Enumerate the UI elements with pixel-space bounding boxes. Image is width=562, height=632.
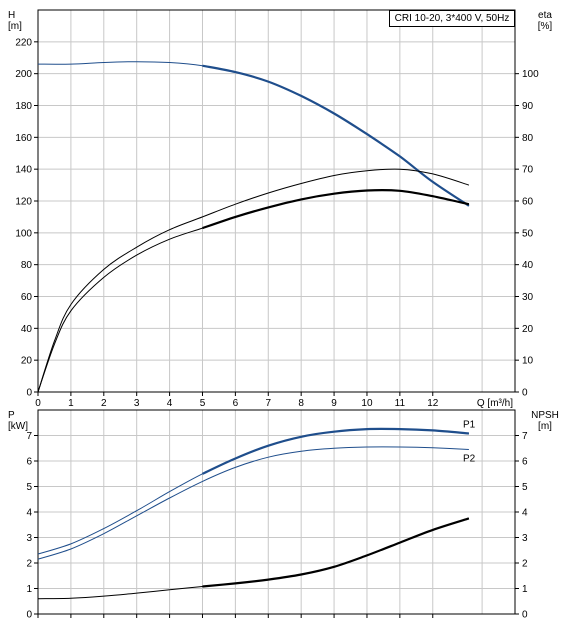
series-label-p2: P2 — [463, 454, 476, 465]
y-tick-label: 80 — [21, 260, 33, 271]
x-tick-label: 8 — [298, 398, 304, 409]
y-tick-label: 160 — [15, 133, 32, 144]
y-tick-label: 0 — [26, 610, 32, 621]
y-tick-label: 1 — [26, 584, 32, 595]
series-line-1-1 — [37, 446, 469, 560]
y-tick-label: 140 — [15, 165, 32, 176]
y-tick-label: 2 — [26, 559, 32, 570]
series-line-0-2-operating — [202, 189, 470, 230]
series-label-p1: P1 — [463, 419, 476, 430]
y-right-tick-label: 100 — [522, 69, 539, 80]
y-axis-label: P — [8, 410, 15, 421]
y-right-tick-label: 80 — [522, 133, 534, 144]
y-right-tick-label: 1 — [522, 584, 528, 595]
x-tick-label: 1 — [68, 398, 74, 409]
y-right-axis-label: [%] — [538, 21, 553, 32]
series-line-1-0-operating — [202, 427, 469, 475]
x-tick-label: 6 — [233, 398, 239, 409]
y-right-axis-label: eta — [538, 10, 552, 21]
x-tick-label: 0 — [35, 398, 41, 409]
chart-title: CRI 10-20, 3*400 V, 50Hz — [389, 10, 515, 27]
x-tick-label: 2 — [101, 398, 107, 409]
series-line-0-0 — [37, 61, 470, 207]
x-tick-label: 3 — [134, 398, 140, 409]
y-right-tick-label: 60 — [522, 197, 534, 208]
x-tick-label: 10 — [361, 398, 373, 409]
y-right-tick-label: 4 — [522, 508, 528, 519]
y-tick-label: 40 — [21, 324, 33, 335]
y-tick-label: 20 — [21, 356, 33, 367]
y-tick-label: 100 — [15, 228, 32, 239]
y-axis-label: [kW] — [8, 421, 28, 432]
series-line-0-2 — [37, 189, 470, 393]
y-right-tick-label: 2 — [522, 559, 528, 570]
x-tick-label: 4 — [167, 398, 173, 409]
y-right-tick-label: 70 — [522, 165, 534, 176]
y-tick-label: 5 — [26, 482, 32, 493]
y-right-tick-label: 90 — [522, 101, 534, 112]
y-right-tick-label: 6 — [522, 457, 528, 468]
y-right-axis-label: NPSH — [531, 410, 559, 421]
y-right-tick-label: 5 — [522, 482, 528, 493]
series-line-0-1 — [37, 168, 470, 393]
y-tick-label: 120 — [15, 197, 32, 208]
series-line-0-0-operating — [202, 64, 470, 207]
y-tick-label: 4 — [26, 508, 32, 519]
y-tick-label: 0 — [26, 388, 32, 399]
y-right-tick-label: 0 — [522, 610, 528, 621]
y-axis-label: [m] — [8, 21, 22, 32]
x-tick-label: 5 — [200, 398, 206, 409]
y-right-tick-label: 3 — [522, 533, 528, 544]
y-right-axis-label: [m] — [538, 421, 552, 432]
y-tick-label: 200 — [15, 69, 32, 80]
x-tick-label: 7 — [265, 398, 271, 409]
y-tick-label: 3 — [26, 533, 32, 544]
y-tick-label: 60 — [21, 292, 33, 303]
y-right-tick-label: 10 — [522, 356, 534, 367]
series-line-1-0 — [37, 428, 469, 555]
grid-lines-1 — [38, 410, 515, 614]
y-tick-label: 6 — [26, 457, 32, 468]
y-right-tick-label: 0 — [522, 388, 528, 399]
grid-lines-0 — [38, 9, 515, 392]
y-right-tick-label: 20 — [522, 324, 534, 335]
y-axis-label: H — [8, 10, 15, 21]
y-right-tick-label: 7 — [522, 431, 528, 442]
y-right-tick-label: 30 — [522, 292, 534, 303]
y-right-tick-label: 50 — [522, 228, 534, 239]
x-tick-label: 12 — [427, 398, 439, 409]
x-axis-label: Q [m³/h] — [477, 398, 513, 409]
y-tick-label: 7 — [26, 431, 32, 442]
y-tick-label: 180 — [15, 101, 32, 112]
y-tick-label: 220 — [15, 37, 32, 48]
y-right-tick-label: 40 — [522, 260, 534, 271]
series-line-1-2 — [37, 517, 470, 600]
x-tick-label: 9 — [331, 398, 337, 409]
x-tick-label: 11 — [395, 398, 406, 409]
series-line-1-2-operating — [202, 517, 470, 588]
